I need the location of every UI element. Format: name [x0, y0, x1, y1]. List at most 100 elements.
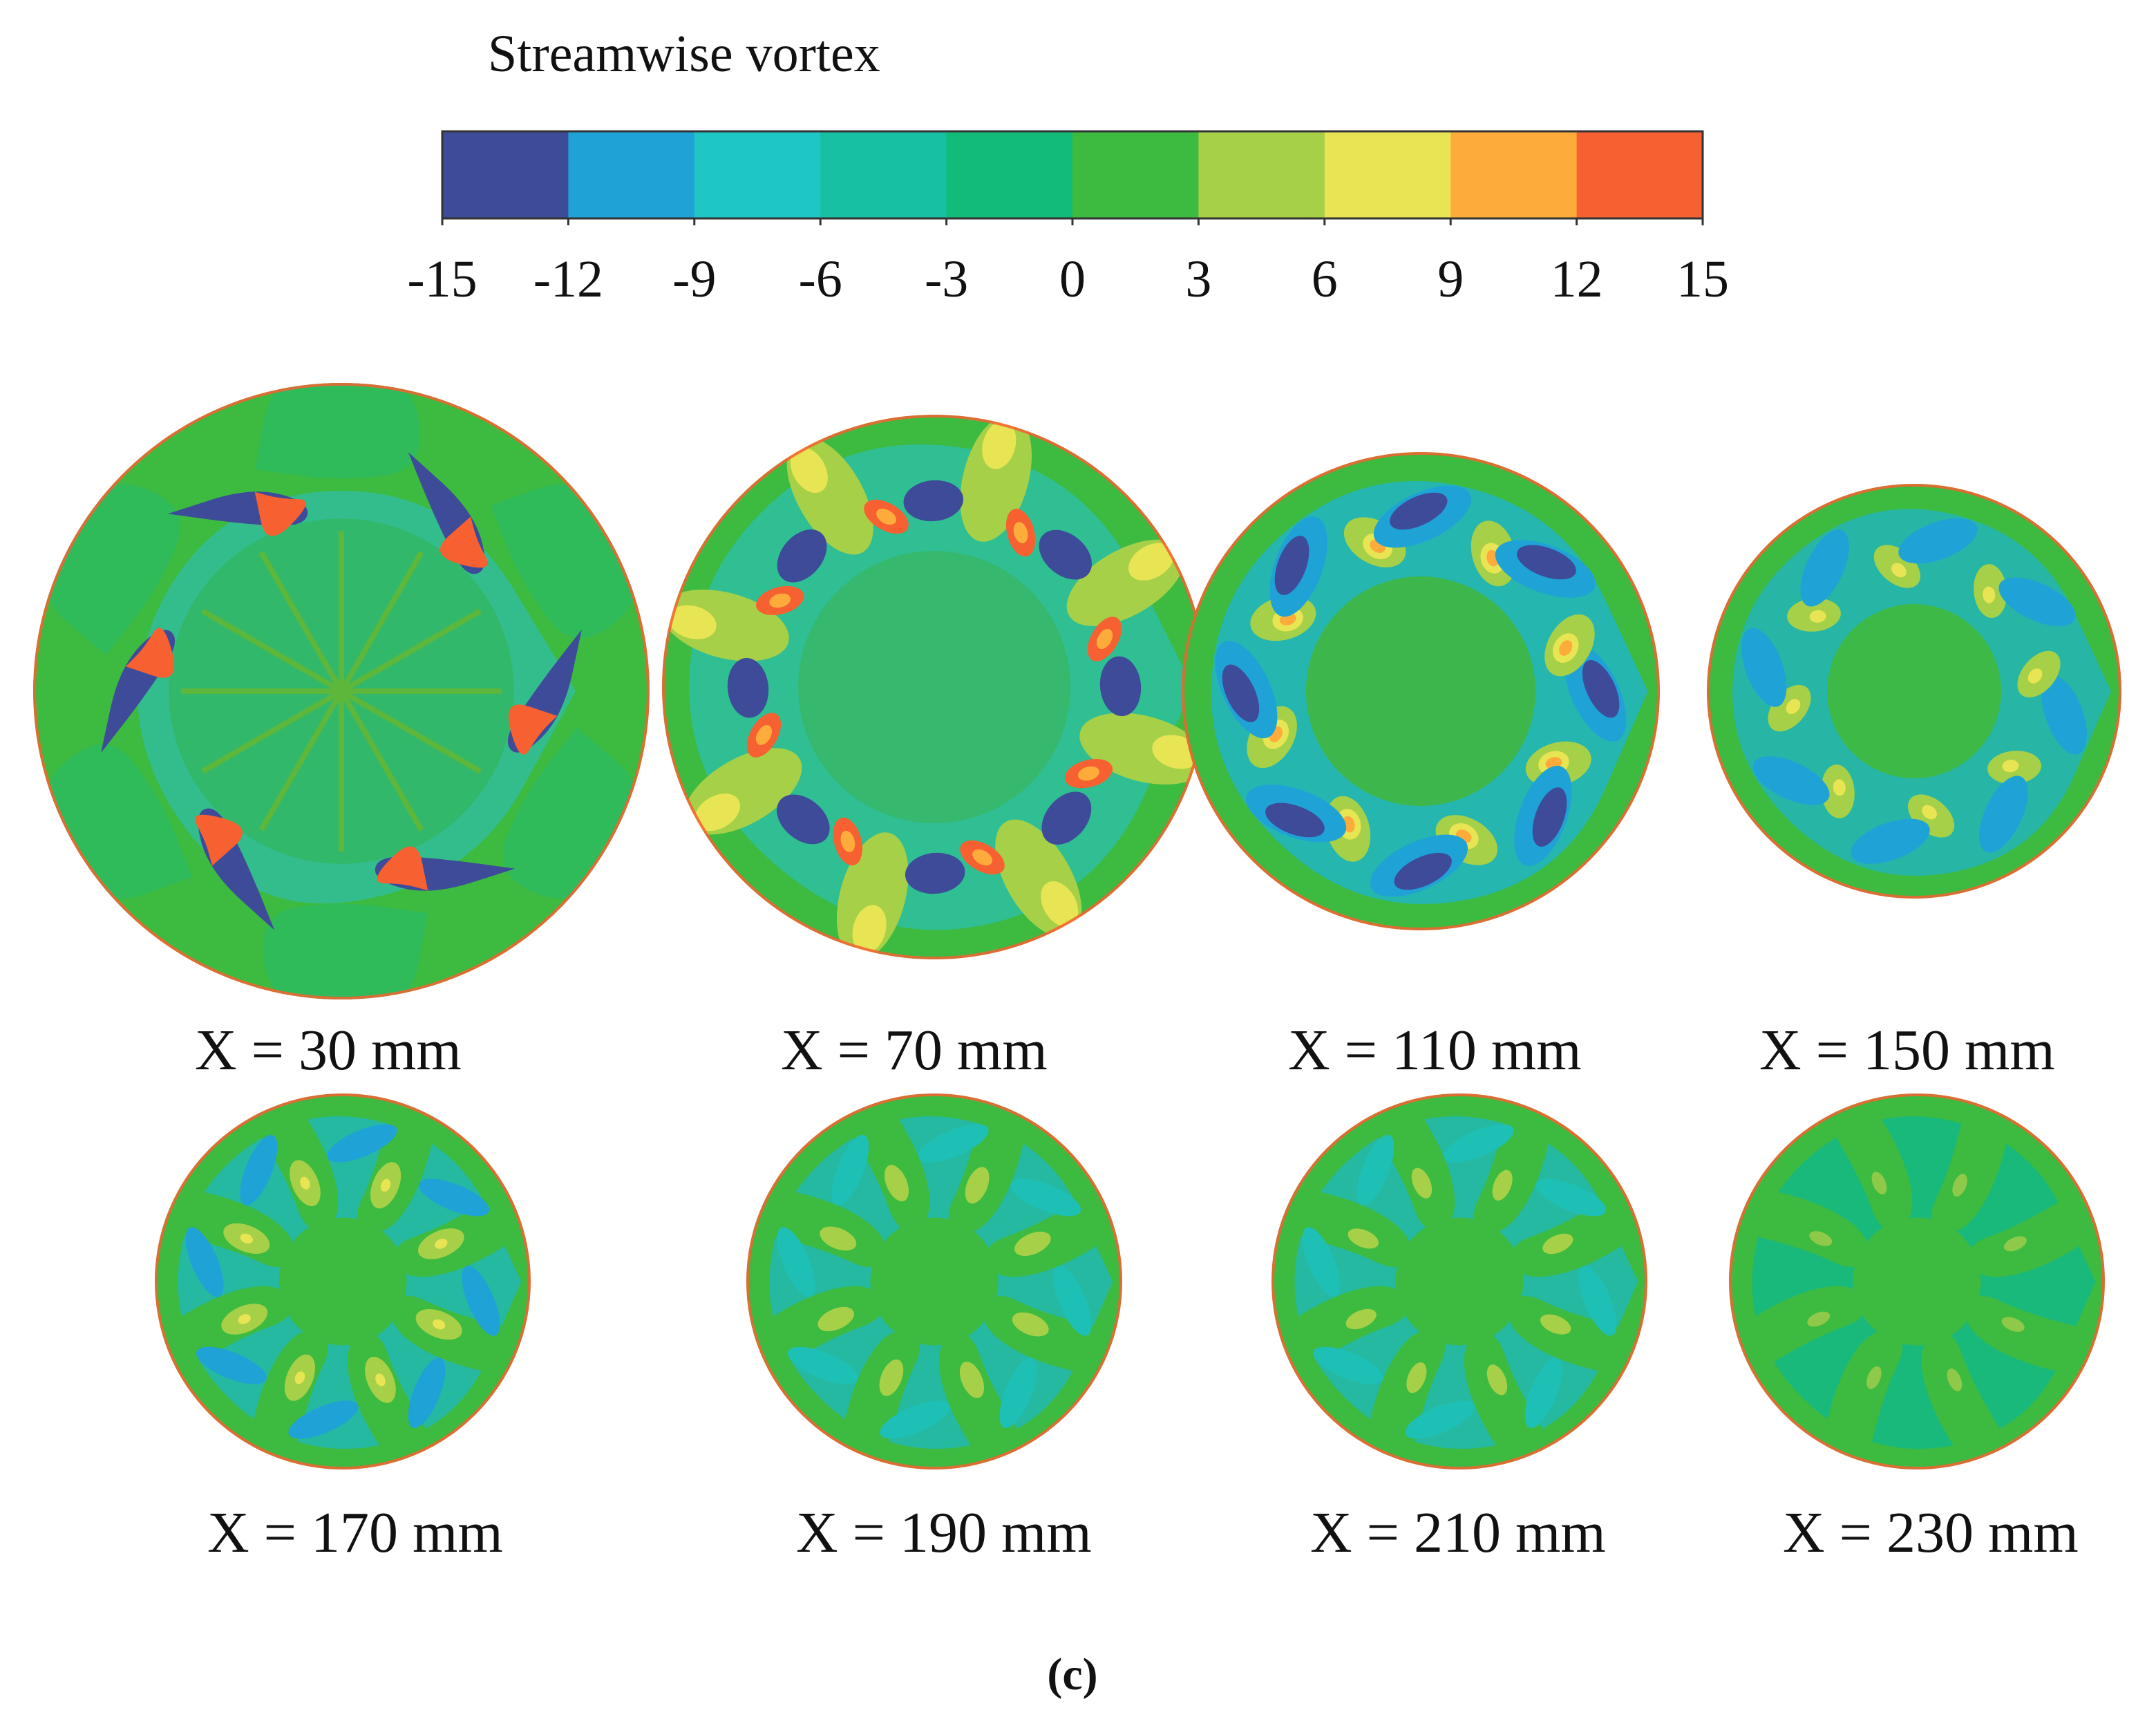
contour-region: [972, 849, 993, 866]
contour-region: [840, 830, 855, 852]
contour-region: [2002, 760, 2019, 773]
contour-region: [327, 1124, 397, 1163]
contour-region: [258, 551, 344, 693]
contour-region: [1394, 852, 1452, 890]
contour-region: [1012, 1312, 1049, 1337]
contour-disk-x190: [746, 1093, 1122, 1469]
colorbar-tick-label: -15: [407, 250, 477, 308]
contour-region: [240, 1233, 253, 1244]
colorbar-tick-label: -9: [672, 250, 717, 308]
contour-region: [965, 1167, 990, 1204]
disk-rim: [1729, 1093, 2105, 1469]
contour-region: [1013, 522, 1028, 544]
contour-region: [903, 480, 964, 522]
contour-disk-x170: [155, 1093, 531, 1469]
contour-region: [1532, 787, 1567, 847]
contour-region: [1535, 1178, 1607, 1217]
contour-region: [1866, 1366, 1882, 1389]
section-label-230: X = 230 mm: [1783, 1501, 2079, 1565]
contour-region: [790, 447, 828, 494]
contour-disk-x210: [1271, 1093, 1647, 1469]
figure-caption: (c): [1047, 1649, 1098, 1700]
contour-sections: [33, 383, 2121, 1469]
contour-region: [339, 608, 482, 694]
contour-region: [1302, 1227, 1341, 1297]
contour-region: [880, 1400, 950, 1439]
colorbar-swatch: [1450, 131, 1578, 218]
colorbar-tick-label: -6: [798, 250, 842, 308]
contour-region: [1833, 779, 1846, 796]
contour-region: [375, 1373, 386, 1387]
contour-region: [288, 1400, 359, 1439]
contour-region: [1473, 1093, 1551, 1232]
contour-region: [1898, 518, 1978, 564]
contour-region: [798, 551, 1070, 823]
contour-region: [1559, 640, 1573, 656]
contour-region: [1361, 1097, 1455, 1230]
contour-disk-x230: [1729, 1093, 2105, 1469]
contour-region: [1891, 563, 1907, 578]
disk-rim: [1271, 1093, 1647, 1469]
contour-region: [238, 1314, 251, 1324]
contour-region: [1741, 628, 1787, 707]
contour-region: [1807, 1311, 1831, 1327]
contour-region: [1786, 699, 1801, 715]
contour-region: [1356, 1134, 1394, 1205]
disk-rim: [33, 383, 650, 999]
contour-region: [419, 1178, 490, 1217]
contour-region: [1952, 1174, 1967, 1197]
contour-region: [831, 1134, 869, 1205]
contour-region: [380, 1178, 391, 1192]
contour-region: [1464, 1333, 1558, 1466]
colorbar-swatch: [820, 131, 947, 218]
contour-region: [408, 1358, 446, 1429]
contour-region: [1809, 1231, 1833, 1246]
section-label-110: X = 110 mm: [1288, 1018, 1582, 1082]
section-label-190: X = 190 mm: [796, 1501, 1092, 1565]
colorbar-tick-label: 3: [1185, 250, 1212, 308]
contour-region: [1368, 1331, 1446, 1469]
contour-region: [1968, 1183, 2101, 1277]
contour-region: [339, 689, 424, 832]
contour-region: [433, 1319, 446, 1330]
contour-region: [982, 421, 1016, 469]
contour-region: [508, 704, 558, 755]
contour-region: [255, 383, 420, 479]
colorbar-tick-label: 6: [1311, 250, 1338, 308]
colorbar-swatch: [1072, 131, 1199, 218]
disk-rim: [1182, 452, 1660, 930]
contour-region: [879, 1359, 904, 1396]
contour-region: [195, 814, 243, 866]
contour-region: [1871, 1172, 1887, 1195]
contour-region: [2003, 1236, 2027, 1252]
colorbar-title: Streamwise vortex: [488, 25, 880, 83]
contour-region: [1517, 545, 1576, 580]
contour-disk-x150: [1707, 484, 2121, 899]
contour-region: [1275, 1286, 1408, 1380]
colorbar: [441, 130, 1704, 225]
colorbar-tick-label: -12: [533, 250, 604, 308]
contour-region: [1222, 664, 1260, 722]
contour-region: [1312, 1346, 1383, 1384]
contour-region: [1922, 805, 1937, 820]
contour-region: [1998, 577, 2076, 626]
contour-region: [1819, 1097, 1913, 1230]
contour-region: [2041, 675, 2087, 755]
contour-region: [258, 690, 344, 832]
contour-region: [852, 905, 887, 953]
contour-region: [1395, 1217, 1524, 1346]
colorbar-tick-label: 15: [1676, 250, 1729, 308]
contour-region: [1931, 1093, 2008, 1232]
contour-region: [1014, 1231, 1051, 1257]
contour-region: [1809, 610, 1826, 623]
section-label-150: X = 150 mm: [1759, 1018, 2055, 1082]
contour-region: [263, 903, 428, 999]
contour-region: [1096, 628, 1113, 650]
contour-region: [201, 608, 343, 694]
contour-region: [1274, 536, 1309, 595]
contour-region: [435, 1239, 448, 1249]
contour-region: [1509, 1295, 1647, 1373]
contour-region: [1010, 1178, 1081, 1217]
contour-region: [668, 605, 717, 639]
